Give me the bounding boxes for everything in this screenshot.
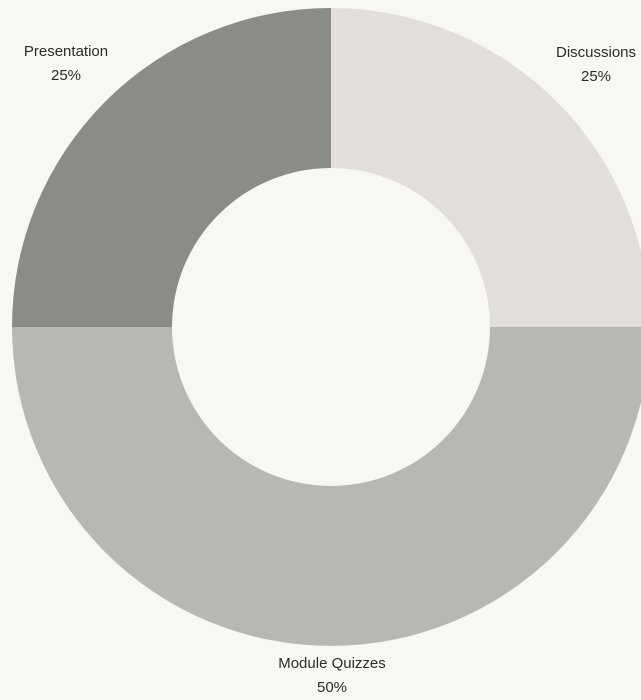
slice-label-presentation: Presentation bbox=[24, 43, 108, 60]
slice-discussions bbox=[331, 8, 641, 327]
donut-slices bbox=[12, 8, 641, 646]
slice-label-discussions: Discussions bbox=[556, 44, 636, 61]
slice-presentation bbox=[12, 8, 331, 327]
slice-label-module-quizzes: Module Quizzes bbox=[278, 655, 386, 672]
slice-value-discussions: 25% bbox=[581, 68, 611, 85]
slice-value-presentation: 25% bbox=[51, 67, 81, 84]
slice-labels: Discussions 25% Module Quizzes 50% Presentat… bbox=[24, 43, 636, 696]
slice-module-quizzes bbox=[12, 327, 641, 646]
slice-value-module-quizzes: 50% bbox=[317, 679, 347, 696]
